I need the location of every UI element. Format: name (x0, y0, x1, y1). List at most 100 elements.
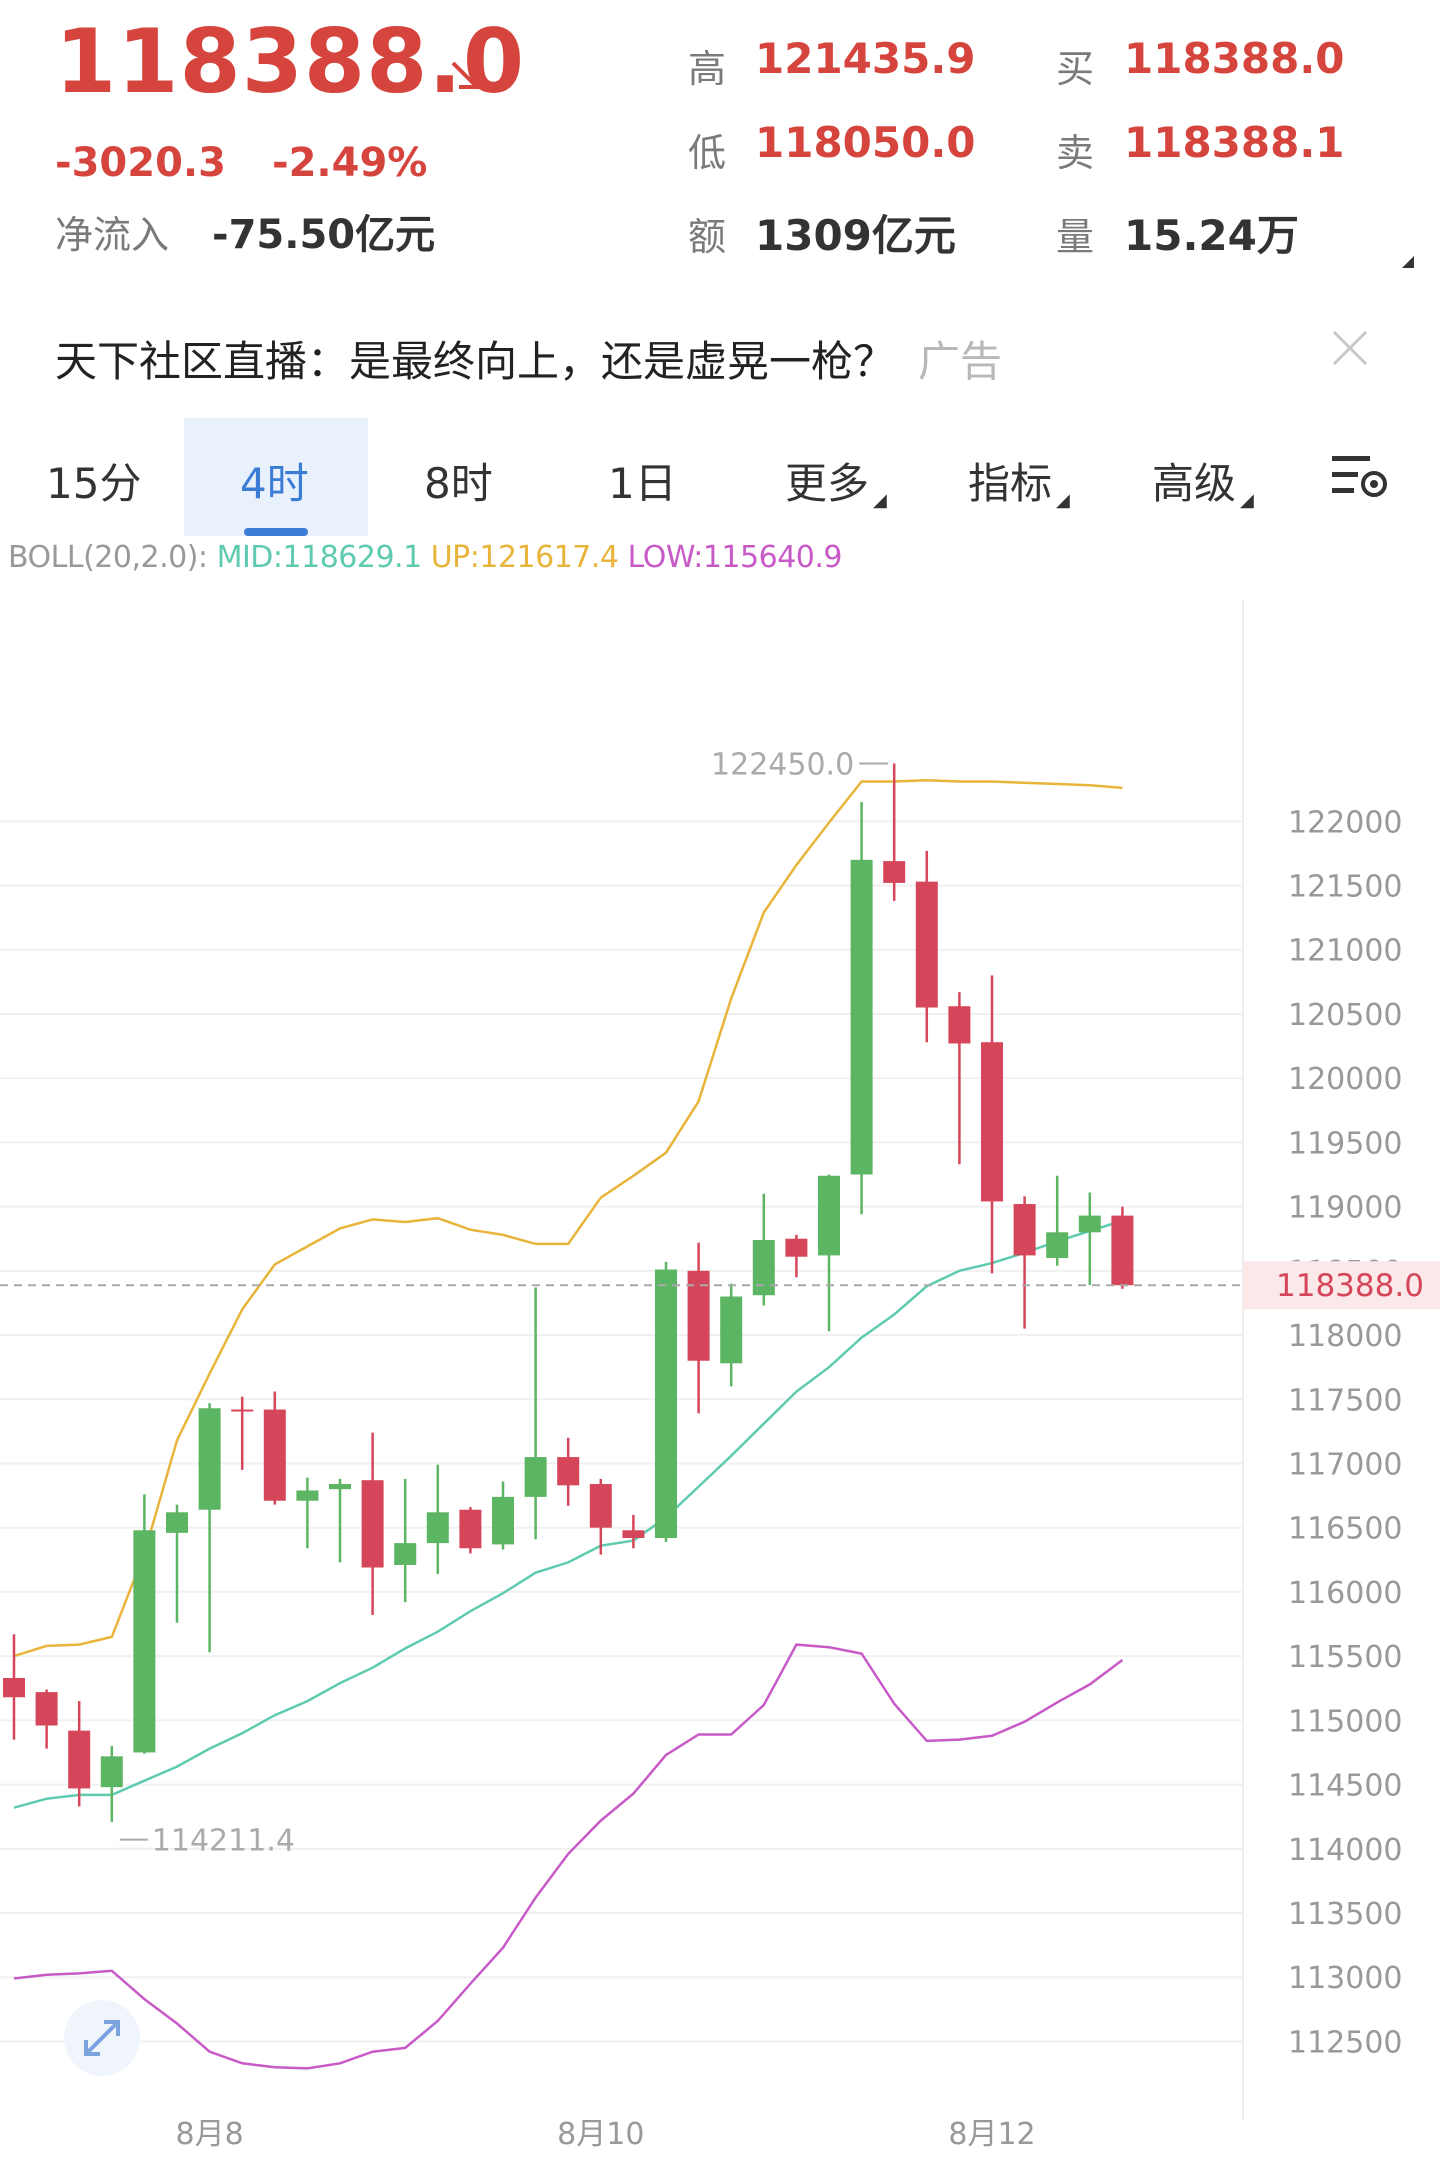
candle-body (198, 1408, 221, 1510)
y-tick-label: 114000 (1288, 1833, 1403, 1868)
close-icon[interactable] (1330, 318, 1370, 381)
boll-mid-label: MID:118629.1 (216, 540, 423, 575)
boll-legend: BOLL(20,2.0): MID:118629.1 UP:121617.4 L… (8, 540, 843, 575)
dropdown-triangle-icon: ◢ (1240, 490, 1254, 511)
candle-body (231, 1409, 254, 1412)
high-label: 高 (688, 47, 727, 91)
y-tick-label: 116000 (1288, 1576, 1403, 1611)
candle-body (459, 1509, 482, 1549)
tab-advanced[interactable]: 高级 ◢ (1152, 450, 1254, 511)
candle-body (622, 1530, 645, 1538)
max-annotation-label: 122450.0 (711, 747, 854, 782)
price-change-pct: -2.49% (272, 140, 428, 186)
tab-active-indicator (244, 528, 308, 536)
boll-up-label: UP:121617.4 (430, 540, 619, 575)
price-change: -3020.3 (55, 140, 226, 186)
expand-arrows-icon (84, 2020, 120, 2056)
candle-body (655, 1269, 677, 1538)
tab-1d[interactable]: 1日 (608, 459, 677, 508)
y-tick-label: 115000 (1288, 1704, 1403, 1739)
sell-label: 卖 (1056, 131, 1095, 175)
candle-body (785, 1238, 808, 1257)
y-tick-label: 121000 (1288, 934, 1403, 969)
x-tick-label: 8月12 (948, 2117, 1035, 2152)
candle-body (166, 1512, 188, 1533)
y-tick-label: 118000 (1288, 1319, 1403, 1354)
candle-body (492, 1496, 514, 1545)
y-tick-label: 120500 (1288, 998, 1403, 1033)
tab-indicators-label: 指标 (968, 459, 1053, 508)
expand-corner-icon[interactable] (1402, 256, 1414, 268)
candle-body (524, 1457, 547, 1497)
candle-body (720, 1296, 743, 1364)
dropdown-triangle-icon: ◢ (1056, 490, 1070, 511)
candle-body (361, 1480, 384, 1568)
tab-active-background (184, 418, 368, 536)
tab-15min[interactable]: 15分 (46, 459, 142, 508)
boll-mid-line (13, 1219, 1123, 1809)
y-tick-label: 114500 (1288, 1769, 1403, 1804)
fullscreen-button[interactable] (64, 2000, 140, 2076)
last-price: 118388.0 (55, 10, 526, 113)
volume-value: 15.24万 (1124, 211, 1299, 260)
tab-indicators[interactable]: 指标 ◢ (968, 450, 1070, 511)
y-tick-label: 119000 (1288, 1191, 1403, 1226)
candle-body (263, 1409, 286, 1501)
y-tick-label: 121500 (1288, 870, 1403, 905)
candle-body (100, 1756, 123, 1788)
y-tick-label: 117500 (1288, 1383, 1403, 1418)
candle-body (68, 1730, 91, 1789)
tab-advanced-label: 高级 (1152, 459, 1237, 508)
candle-body (329, 1484, 351, 1490)
min-annotation-label: 114211.4 (152, 1824, 295, 1859)
candle-body (818, 1175, 840, 1256)
candle-body (133, 1530, 156, 1753)
candlestick-chart[interactable]: 122000 121500 121000 120500 120000 119500 1190… (0, 600, 1440, 2164)
y-tick-label: 113000 (1288, 1961, 1403, 1996)
high-value: 121435.9 (755, 34, 976, 83)
ad-headline[interactable]: 天下社区直播：是最终向上，还是虚晃一枪？ (55, 337, 896, 386)
y-tick-label: 120000 (1288, 1062, 1403, 1097)
candle-body (948, 1006, 971, 1044)
candle-body (1013, 1204, 1036, 1256)
netflow-label: 净流入 (55, 213, 170, 257)
candle-body (394, 1543, 417, 1565)
ad-tag: 广告 (918, 337, 1003, 386)
buy-label: 买 (1056, 47, 1095, 91)
y-tick-label: 113500 (1288, 1897, 1403, 1932)
boll-name: BOLL(20,2.0): (8, 540, 208, 575)
current-price-label: 118388.0 (1276, 1268, 1424, 1304)
tab-4h[interactable]: 4时 (240, 459, 309, 508)
y-tick-label: 122000 (1288, 805, 1403, 840)
chart-settings-icon[interactable] (1332, 452, 1390, 506)
candle-body (557, 1457, 580, 1486)
candle-body (35, 1692, 58, 1726)
sell-value: 118388.1 (1124, 118, 1345, 167)
candle-body (883, 861, 906, 883)
tab-more-label: 更多 (785, 459, 870, 508)
candle-body (981, 1042, 1003, 1202)
candle-body (426, 1512, 449, 1544)
y-tick-label: 119500 (1288, 1126, 1403, 1161)
y-tick-label: 116500 (1288, 1512, 1403, 1547)
y-tick-label: 115500 (1288, 1640, 1403, 1675)
candle-body (752, 1240, 775, 1296)
x-tick-label: 8月8 (176, 2117, 244, 2152)
candle-body (850, 859, 873, 1175)
boll-low-label: LOW:115640.9 (627, 540, 843, 575)
candle-body (687, 1270, 710, 1361)
boll-low-line (13, 1643, 1124, 2070)
candle-body (1078, 1215, 1101, 1233)
y-tick-label: 117000 (1288, 1447, 1403, 1482)
boll-up-line (13, 778, 1123, 1658)
netflow-value: -75.50亿元 (212, 212, 436, 258)
low-value: 118050.0 (755, 118, 976, 167)
candle-body (915, 881, 938, 1008)
tab-8h[interactable]: 8时 (424, 459, 493, 508)
low-label: 低 (688, 131, 727, 175)
tab-more[interactable]: 更多 ◢ (785, 450, 887, 511)
buy-value: 118388.0 (1124, 34, 1345, 83)
candle-body (296, 1490, 319, 1501)
candle-body (3, 1677, 25, 1698)
candle-body (1046, 1232, 1069, 1258)
